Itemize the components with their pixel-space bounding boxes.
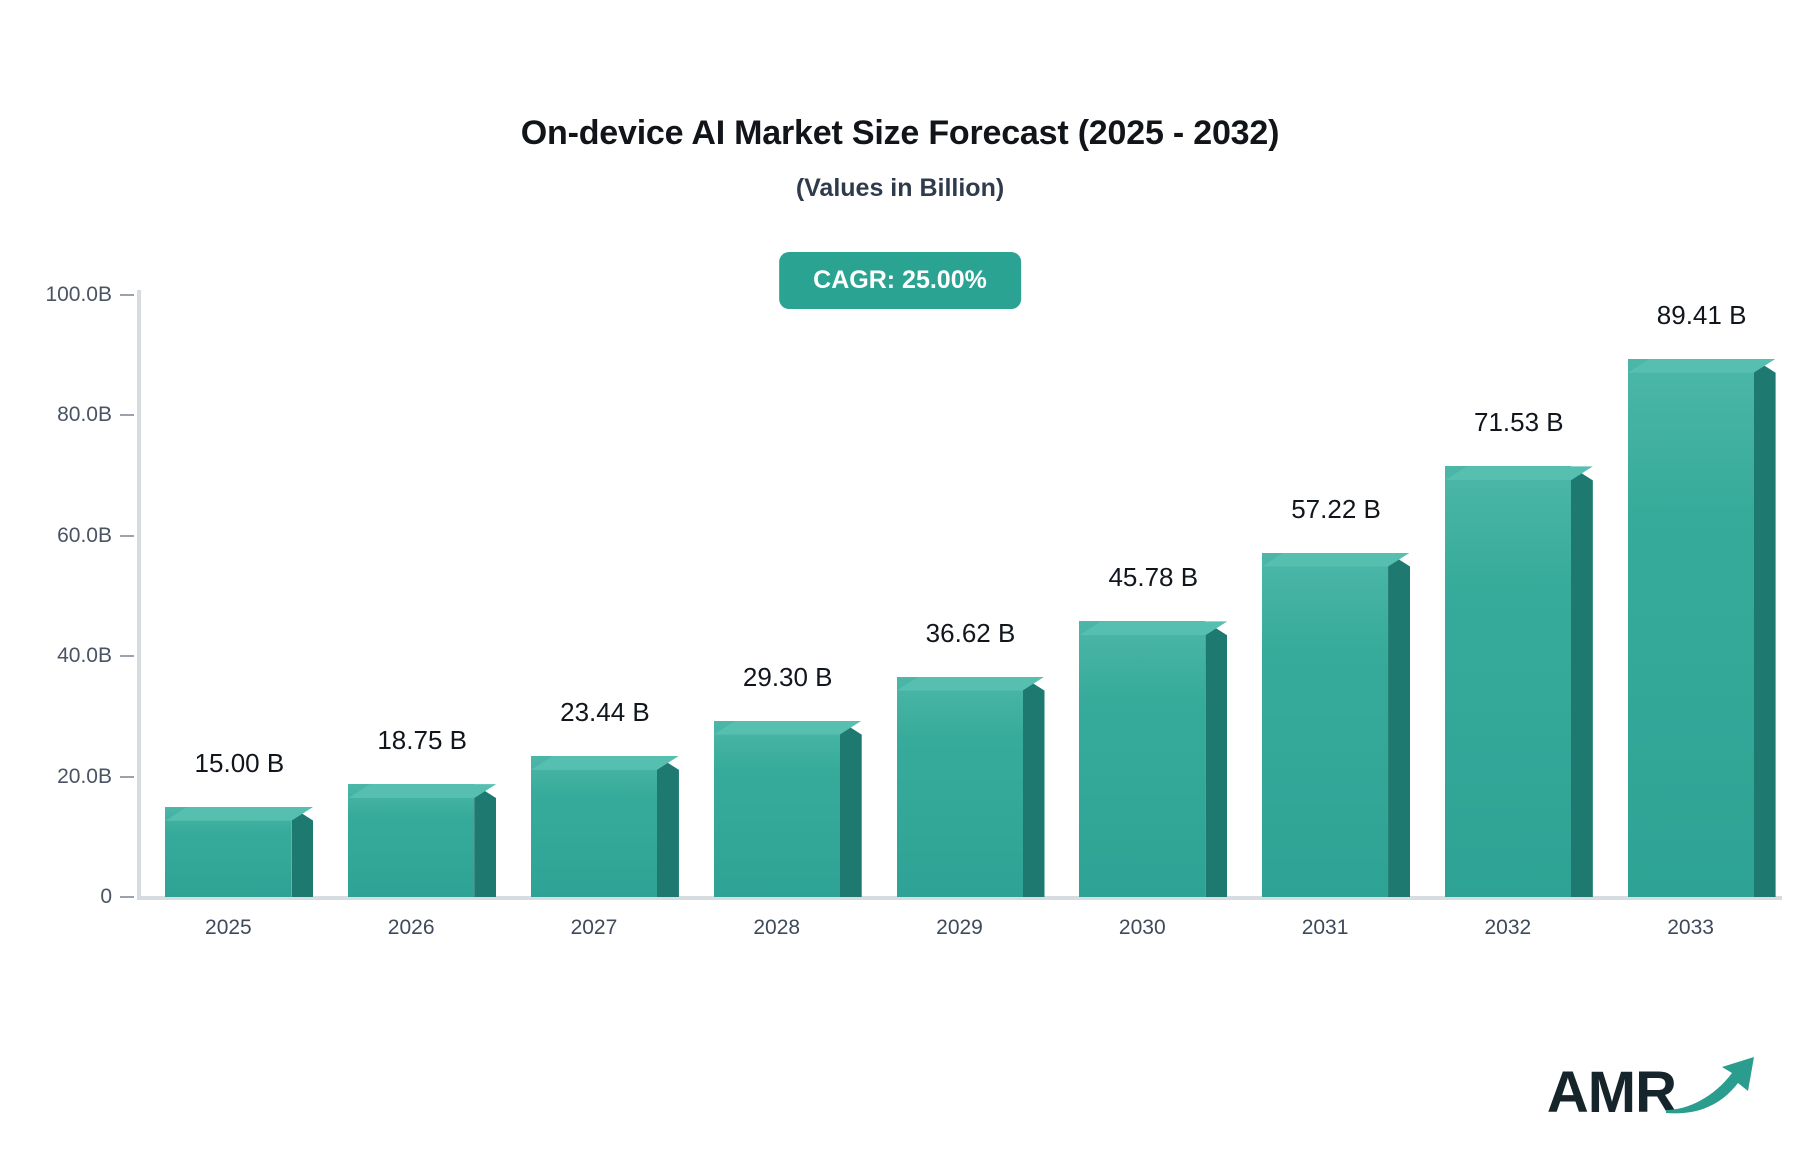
- bar-top-face: [1262, 553, 1410, 567]
- bar-side-face: [839, 720, 862, 897]
- y-axis-tick-mark: [120, 534, 134, 537]
- bar-value-label: 23.44 B: [560, 696, 650, 727]
- bar-side-face: [1205, 621, 1228, 897]
- bar-top-face: [897, 677, 1045, 691]
- y-axis-tick-label: 0: [100, 885, 112, 908]
- y-axis-tick-label: 60.0B: [57, 523, 112, 547]
- bar-side-face: [474, 784, 497, 897]
- y-axis-tick-mark: [120, 294, 134, 296]
- bar-series: 15.00 B 18.75 B 23.44 B 29.30 B 36.62 B 45.78…: [137, 0, 1782, 900]
- bar[interactable]: [1444, 466, 1593, 897]
- bar[interactable]: [530, 755, 679, 897]
- x-axis-tick-label: 2031: [1301, 916, 1349, 939]
- bar-value-label: 29.30 B: [742, 661, 833, 692]
- y-axis-tick-mark: [120, 414, 134, 417]
- y-axis-tick-label: 40.0B: [57, 644, 112, 668]
- chart-subtitle: (Values in Billion): [795, 174, 1005, 202]
- bar-front-face: [348, 784, 475, 897]
- y-axis-tick-label: 100.0B: [45, 283, 112, 306]
- y-axis-tick-label: 80.0B: [57, 403, 112, 427]
- bar-value-label: 36.62 B: [925, 617, 1016, 648]
- x-axis-tick-label: 2028: [753, 916, 801, 939]
- bar-front-face: [165, 806, 292, 897]
- bar[interactable]: [1627, 358, 1776, 897]
- x-axis-tick-label: 2030: [1118, 916, 1166, 939]
- bar-top-face: [165, 807, 313, 821]
- bar[interactable]: [1079, 621, 1228, 897]
- y-axis-line: [137, 290, 141, 900]
- bar[interactable]: [165, 806, 314, 897]
- bar-value-label: 71.53 B: [1474, 407, 1564, 438]
- bar-top-face: [348, 784, 496, 798]
- x-axis-tick-label: 2029: [936, 916, 983, 939]
- bar-front-face: [1079, 621, 1206, 897]
- bar-side-face: [656, 755, 679, 897]
- y-axis-tick-mark: [120, 896, 134, 898]
- bar[interactable]: [896, 676, 1045, 897]
- cagr-badge: CAGR: 25.00%: [779, 252, 1021, 309]
- bar-side-face: [1570, 466, 1593, 897]
- bar-front-face: [1627, 358, 1754, 897]
- x-axis-tick-label: 2027: [570, 916, 618, 939]
- bar-value-label: 18.75 B: [377, 725, 467, 756]
- bar-front-face: [530, 755, 657, 897]
- x-axis-tick-label: 2032: [1484, 916, 1532, 939]
- bar-top-face: [714, 721, 862, 735]
- y-axis-tick-mark: [120, 655, 134, 658]
- chart-title: On-device AI Market Size Forecast (2025 …: [520, 114, 1280, 152]
- bar-front-face: [896, 676, 1023, 897]
- x-axis-line: [137, 896, 1782, 900]
- bar[interactable]: [348, 784, 497, 897]
- x-axis-tick-label: 2033: [1667, 916, 1714, 939]
- bar[interactable]: [713, 720, 862, 897]
- bar-value-label: 45.78 B: [1108, 562, 1199, 593]
- bar-front-face: [713, 720, 840, 897]
- bar-side-face: [1753, 358, 1776, 897]
- bar-value-label: 89.41 B: [1656, 299, 1747, 330]
- y-axis-tick-label: 20.0B: [57, 764, 112, 788]
- bar-top-face: [531, 756, 679, 770]
- bar[interactable]: [1262, 552, 1411, 897]
- bar-value-label: 15.00 B: [194, 747, 285, 778]
- bar-side-face: [1388, 552, 1411, 897]
- bar-top-face: [1445, 466, 1593, 480]
- bar-value-label: 57.22 B: [1291, 493, 1381, 524]
- x-axis-tick-label: 2026: [387, 916, 435, 939]
- bar-top-face: [1628, 359, 1776, 373]
- amr-logo: AMR: [1547, 1053, 1758, 1122]
- bar-front-face: [1444, 466, 1571, 897]
- x-axis-tick-label: 2025: [205, 916, 252, 939]
- bar-top-face: [1079, 621, 1227, 635]
- logo-text: AMR: [1546, 1060, 1677, 1125]
- growth-arrow-icon: [1662, 1053, 1758, 1120]
- y-axis-tick-mark: [120, 775, 134, 778]
- bar-side-face: [291, 806, 314, 897]
- bar-front-face: [1262, 552, 1389, 897]
- bar-side-face: [1022, 676, 1045, 897]
